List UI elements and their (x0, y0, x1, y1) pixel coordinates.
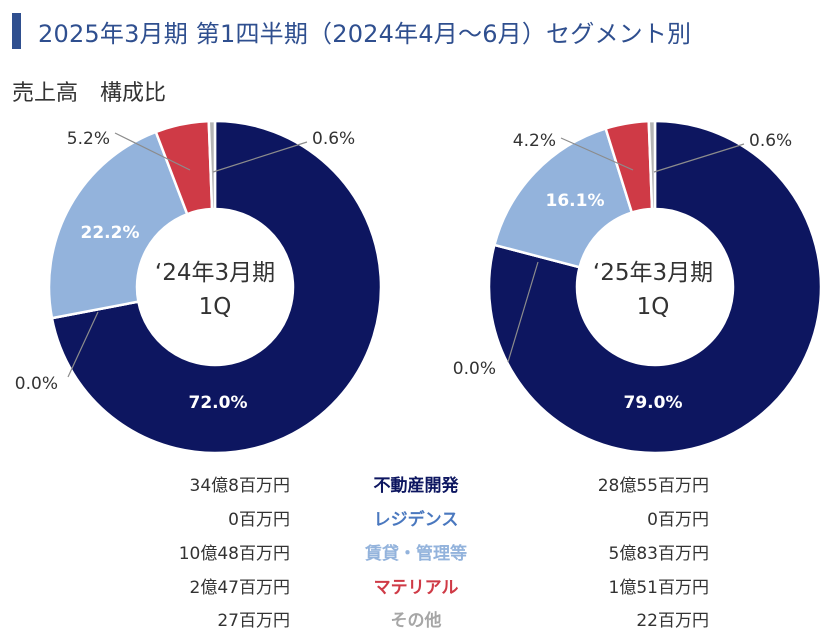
table-row: 34億8百万円 不動産開発 28億55百万円 (0, 471, 833, 501)
donut-slice (50, 119, 383, 455)
value-2024: 27百万円 (217, 611, 290, 631)
page-title: 2025年3月期 第1四半期（2024年4月～6月）セグメント別 (38, 20, 692, 48)
data-label: 16.1% (546, 191, 605, 211)
value-2025: 22百万円 (636, 611, 709, 631)
leader-line (114, 132, 191, 171)
segment-name: 不動産開発 (373, 476, 459, 496)
data-label: 72.0% (189, 393, 248, 413)
donut-slice (47, 130, 189, 320)
leader-line (212, 141, 308, 173)
leader-line (67, 311, 99, 378)
value-2025: 0百万円 (647, 510, 709, 530)
segment-name: マテリアル (373, 578, 459, 598)
data-label: 5.2% (67, 129, 110, 149)
value-2025: 5億83百万円 (608, 544, 709, 564)
table-row: 10億48百万円 賃貸・管理等 5億83百万円 (0, 539, 833, 569)
data-label: 22.2% (81, 223, 140, 243)
page-subtitle: 売上高 構成比 (12, 81, 167, 106)
title-accent-bar (12, 13, 21, 49)
data-label: 0.6% (312, 129, 355, 149)
data-label: 79.0% (624, 393, 683, 413)
table-row: 27百万円 その他 22百万円 (0, 606, 833, 636)
table-row: 2億47百万円 マテリアル 1億51百万円 (0, 573, 833, 603)
center-label-period: ‘25年3月期 (592, 260, 714, 286)
donut-slice (207, 119, 217, 211)
center-label-quarter: 1Q (198, 294, 232, 320)
value-2024: 10億48百万円 (178, 544, 290, 564)
value-2024: 0百万円 (228, 510, 290, 530)
data-label: 4.2% (513, 131, 556, 151)
donut-center-label-2025: ‘25年3月期 1Q (573, 256, 733, 324)
leader-line (653, 143, 745, 173)
donut-center-label-2024: ‘24年3月期 1Q (135, 256, 295, 324)
data-label: 0.6% (749, 131, 792, 151)
segment-name: レジデンス (373, 510, 459, 530)
value-2024: 34億8百万円 (189, 476, 290, 496)
center-label-quarter: 1Q (636, 294, 670, 320)
table-row: 0百万円 レジデンス 0百万円 (0, 505, 833, 535)
center-label-period: ‘24年3月期 (154, 260, 276, 286)
donut-slice (492, 126, 634, 269)
value-2024: 2億47百万円 (189, 578, 290, 598)
leader-line (507, 261, 539, 363)
data-label: 0.0% (453, 359, 496, 379)
value-2025: 1億51百万円 (608, 578, 709, 598)
segment-name: 賃貸・管理等 (365, 544, 467, 564)
segment-name: その他 (390, 611, 442, 631)
value-2025: 28億55百万円 (597, 476, 709, 496)
data-label: 0.0% (15, 374, 58, 394)
donut-slice (647, 119, 657, 211)
leader-line (560, 137, 634, 171)
donut-slice (487, 119, 823, 455)
